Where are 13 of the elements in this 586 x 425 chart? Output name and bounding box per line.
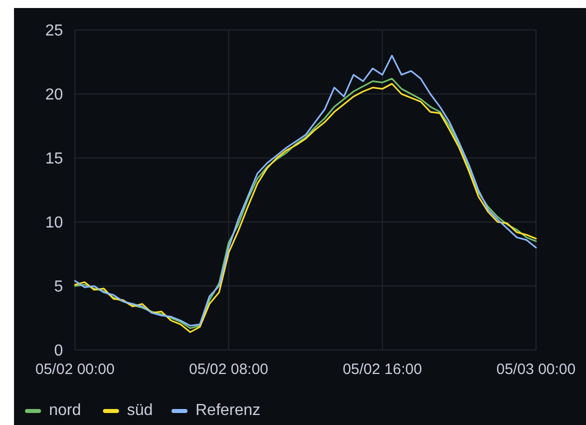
y-tick-label: 25 bbox=[45, 22, 64, 40]
x-tick-label: 05/03 00:00 bbox=[496, 361, 576, 378]
y-tick-label: 5 bbox=[54, 278, 64, 296]
legend-label: nord bbox=[49, 402, 82, 419]
y-tick-label: 15 bbox=[45, 150, 64, 168]
legend-label: süd bbox=[127, 402, 153, 419]
y-tick-label: 10 bbox=[45, 214, 64, 232]
x-tick-label: 05/02 16:00 bbox=[342, 361, 422, 378]
y-tick-label: 0 bbox=[54, 342, 64, 360]
x-tick-label: 05/02 00:00 bbox=[35, 361, 115, 378]
x-tick-label: 05/02 08:00 bbox=[189, 361, 268, 378]
legend-label: Referenz bbox=[196, 402, 260, 419]
y-tick-label: 20 bbox=[45, 86, 64, 104]
